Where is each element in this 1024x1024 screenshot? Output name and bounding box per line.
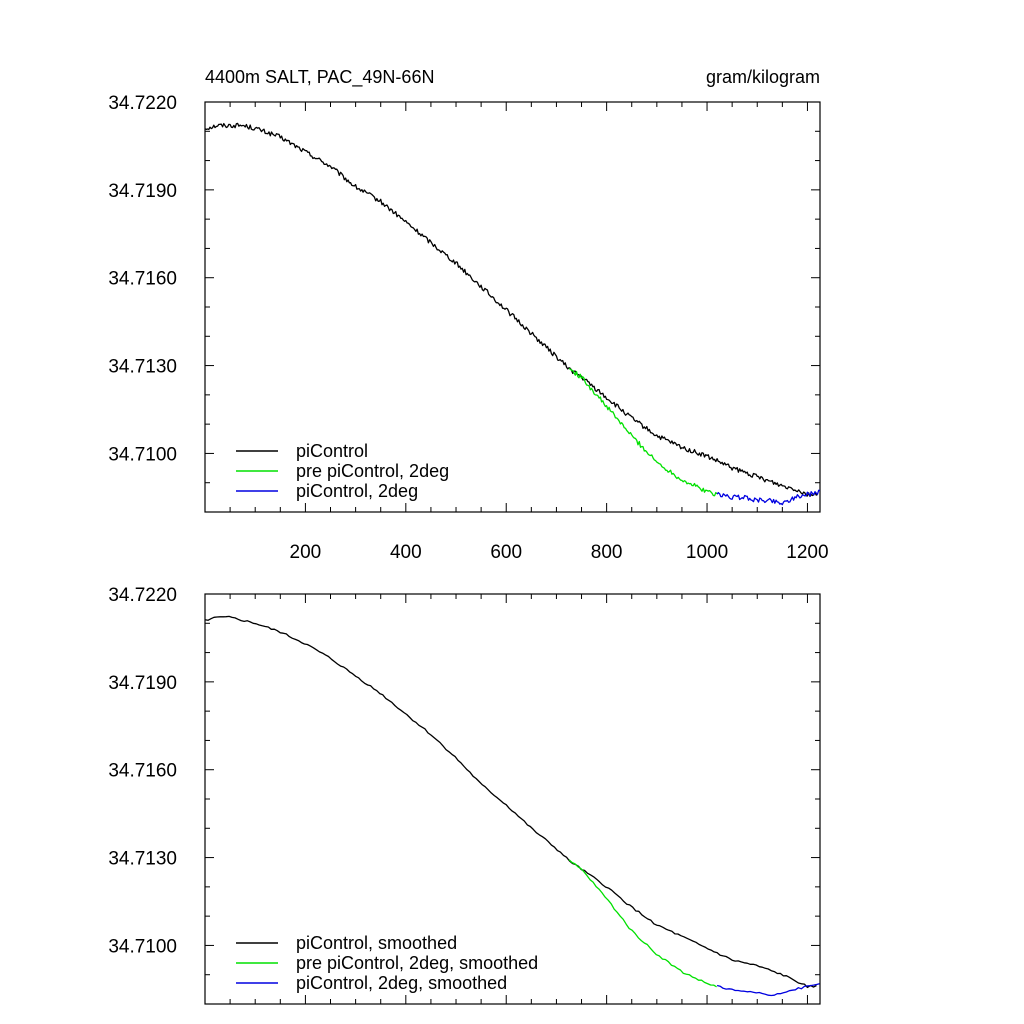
y-tick-label: 34.7100 <box>108 444 177 465</box>
series-line-picontrol-2deg-smoothed <box>716 983 820 997</box>
series-line-pre-picontrol-2deg-smoothed <box>568 859 717 988</box>
legend-label: piControl <box>296 441 368 461</box>
x-tick-label: 200 <box>290 542 322 563</box>
y-tick-label: 34.7220 <box>108 93 177 114</box>
series-line-picontrol <box>204 122 818 498</box>
x-tick-label: 400 <box>390 542 422 563</box>
chart-title: 4400m SALT, PAC_49N-66N <box>205 67 434 88</box>
units-label: gram/kilogram <box>706 67 820 87</box>
x-tick-label: 600 <box>490 542 522 563</box>
y-tick-label: 34.7160 <box>108 269 177 290</box>
series-line-picontrol-2deg <box>716 489 821 506</box>
bottom-salinity-panel: 34.7100 34.7130 34.7160 34.7190 34.7220 piCon… <box>108 585 821 1005</box>
y-tick-label: 34.7220 <box>108 585 177 606</box>
legend-label: piControl, 2deg <box>296 481 418 501</box>
top-salinity-panel: 34.7100 34.7130 34.7160 34.7190 34.7220 200 40… <box>108 67 828 563</box>
y-tick-label: 34.7160 <box>108 761 177 782</box>
legend-label: piControl, 2deg, smoothed <box>296 973 507 993</box>
y-tick-label: 34.7130 <box>108 357 177 378</box>
y-tick-label: 34.7190 <box>108 181 177 202</box>
legend-label: pre piControl, 2deg <box>296 461 449 481</box>
y-tick-label: 34.7190 <box>108 673 177 694</box>
series-line-picontrol-smoothed <box>204 615 817 989</box>
series-line-pre-picontrol-2deg <box>568 367 718 497</box>
x-tick-label: 1000 <box>686 542 728 563</box>
legend-label: piControl, smoothed <box>296 933 457 953</box>
x-tick-label: 1200 <box>786 542 828 563</box>
y-tick-label: 34.7130 <box>108 849 177 870</box>
x-tick-label: 800 <box>591 542 623 563</box>
legend-label: pre piControl, 2deg, smoothed <box>296 953 538 973</box>
y-tick-label: 34.7100 <box>108 936 177 957</box>
